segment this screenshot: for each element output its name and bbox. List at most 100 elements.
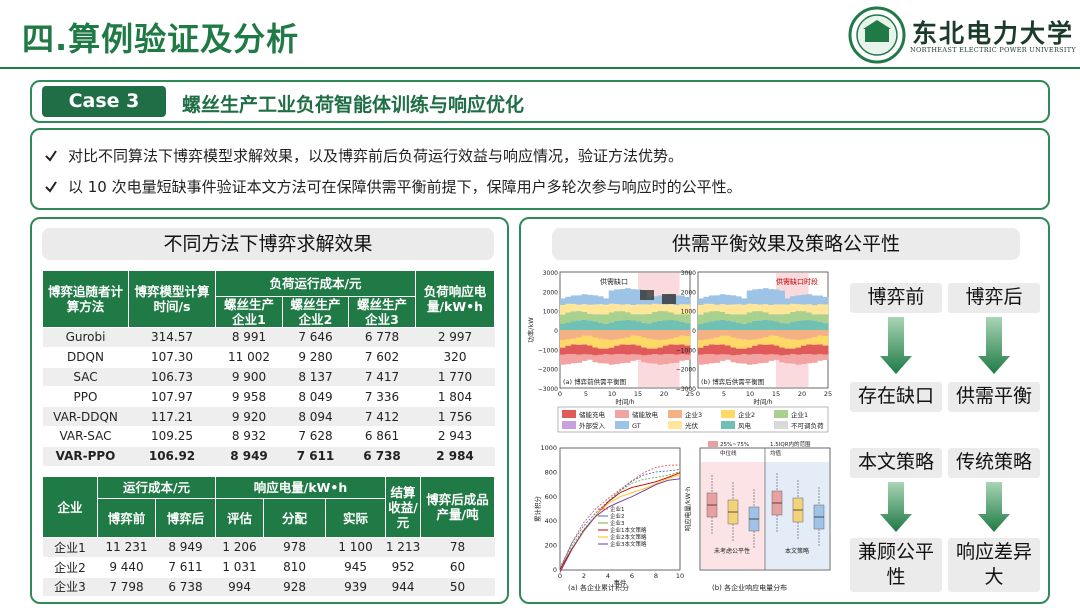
band [668, 312, 675, 321]
band [779, 322, 785, 330]
band [668, 338, 675, 345]
th: 博弈追随者计算方法 [42, 270, 129, 328]
legend-swatch [615, 410, 629, 418]
chart-text: 事件 [614, 578, 628, 587]
band [646, 354, 653, 364]
cell: 7 611 [155, 557, 216, 578]
band [646, 304, 653, 314]
band [614, 345, 620, 355]
cell: VAR-SAC [42, 426, 129, 447]
cell: 8 991 [215, 327, 283, 348]
bullet-box [30, 128, 1050, 210]
band [719, 311, 726, 321]
band [646, 338, 653, 349]
band [630, 304, 637, 315]
chart-text: 0 [554, 328, 558, 335]
band [597, 348, 604, 355]
band [763, 304, 769, 313]
band [822, 354, 829, 360]
chart-text: 时间/h [615, 397, 634, 406]
cell: 939 [325, 577, 386, 598]
chart-text: 3000 [681, 270, 696, 277]
band [652, 312, 658, 323]
band [817, 335, 823, 345]
cell: SAC [42, 367, 129, 388]
band [735, 338, 742, 349]
band [608, 339, 615, 348]
table-row: 企业1 11 231 8 949 1 206 978 1 100 1 213 78 [42, 537, 495, 558]
chart-text: GT [632, 422, 641, 430]
flow-arrow [978, 317, 1010, 374]
band [570, 353, 577, 364]
band [570, 344, 577, 354]
band [630, 344, 637, 355]
legend-swatch [562, 410, 576, 418]
th: 博弈模型计算时间/s [128, 270, 216, 328]
band [703, 339, 710, 346]
table-methods: 博弈追随者计算方法 博弈模型计算时间/s 负荷运行成本/元 负荷响应电量/kW•h 螺… [42, 270, 495, 467]
chart-text: 0 [558, 572, 562, 580]
band [822, 335, 829, 346]
band [560, 354, 566, 365]
band [757, 289, 764, 305]
band [725, 354, 731, 360]
band [570, 338, 577, 345]
band [684, 304, 691, 315]
band [773, 335, 780, 346]
band [773, 321, 780, 330]
chart-text: (a) 博弈前供需平衡图 [563, 377, 626, 386]
plot-area [559, 447, 681, 571]
band [757, 311, 764, 321]
flow-box: 兼顾公平性 [850, 538, 942, 592]
band [806, 354, 813, 364]
band [714, 304, 720, 312]
band [597, 330, 604, 339]
cell: 11 002 [215, 347, 283, 368]
band [822, 330, 829, 336]
band [652, 322, 658, 330]
band [679, 330, 685, 336]
case-label: Case 3 [42, 86, 166, 117]
slide-title: 四.算例验证及分析 [22, 20, 300, 58]
band [714, 354, 720, 363]
band [619, 354, 626, 364]
score-line [559, 471, 681, 568]
cell: 7 611 [282, 446, 349, 467]
chart-text: 0 [558, 390, 562, 398]
band [641, 314, 647, 323]
case-box [30, 80, 1050, 123]
band [757, 304, 764, 312]
band [630, 335, 637, 345]
band [741, 354, 748, 364]
band [652, 296, 658, 304]
band [719, 320, 726, 330]
th: 螺丝生产企业2 [282, 296, 349, 328]
chart-text: 6 [630, 572, 634, 580]
band [708, 321, 715, 330]
band [673, 320, 680, 330]
cell: 企业3 [42, 577, 98, 598]
legend-swatch [668, 410, 682, 418]
cell: 106.92 [128, 446, 216, 467]
band [708, 330, 715, 339]
band [741, 339, 748, 349]
table-row: Gurobi 314.57 8 991 7 646 6 778 2 997 [42, 327, 495, 348]
band [719, 330, 726, 336]
band [668, 320, 675, 330]
th: 实际 [325, 498, 387, 538]
cell: 8 137 [282, 367, 349, 388]
band [576, 320, 582, 330]
flow-box: 博弈前 [850, 283, 942, 313]
cell: 109.25 [128, 426, 216, 447]
band [811, 354, 818, 363]
band [746, 303, 753, 313]
band [581, 354, 588, 361]
band [817, 330, 823, 336]
band [614, 289, 620, 305]
chart-text: −3000 [538, 386, 558, 393]
band [795, 295, 802, 305]
band [581, 311, 588, 321]
band [592, 337, 599, 348]
band [822, 314, 829, 324]
flow-arrow [880, 317, 912, 374]
